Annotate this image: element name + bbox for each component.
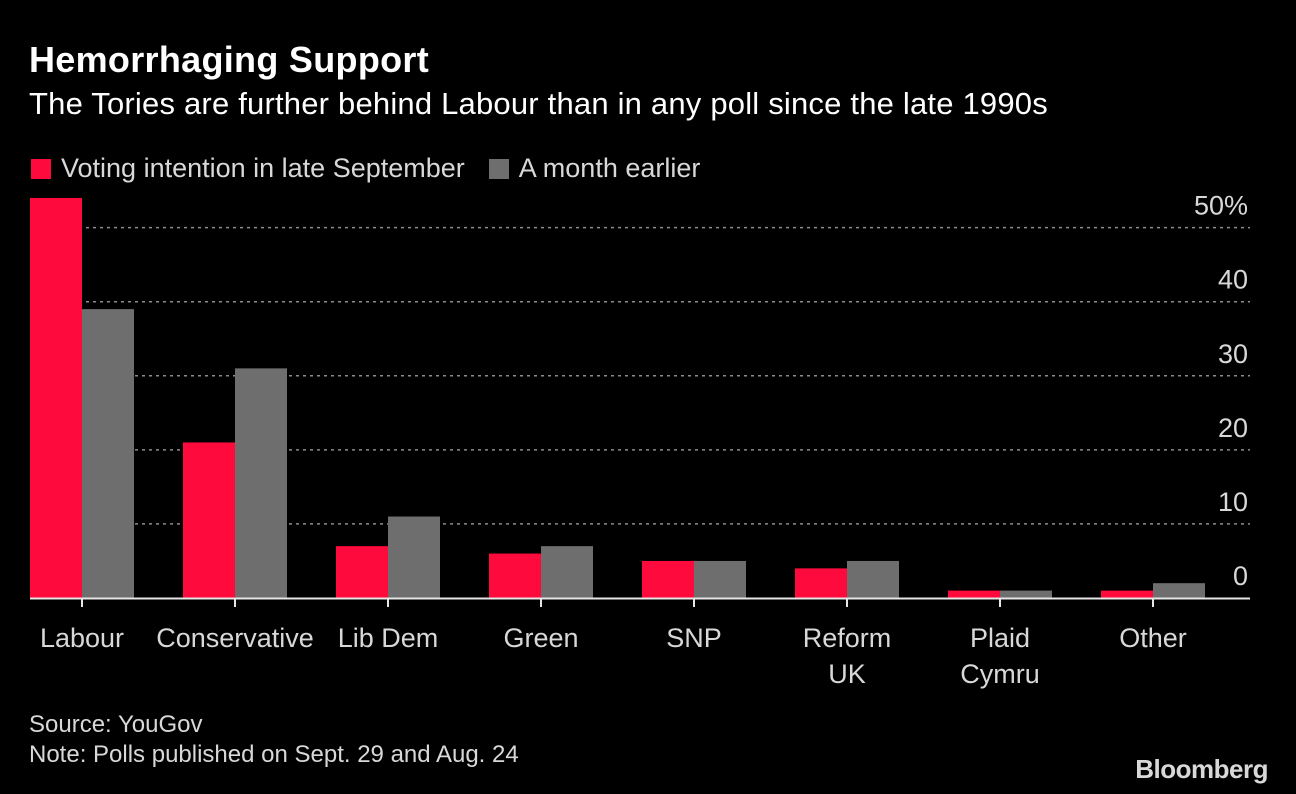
source-note: Source: YouGov [29, 711, 203, 738]
x-tick-label: Reform [803, 623, 892, 653]
bar-current [1101, 590, 1153, 598]
bar-current [30, 198, 82, 598]
legend-label-current: Voting intention in late September [61, 153, 465, 183]
legend-item-previous: A month earlier [488, 153, 701, 184]
legend-swatch-current [31, 158, 51, 179]
y-tick-label: 10 [1218, 487, 1248, 517]
bar-current [489, 553, 541, 598]
chart-title: Hemorrhaging Support [29, 39, 429, 80]
legend-item-current: Voting intention in late September [31, 153, 465, 184]
x-tick-label: Labour [40, 623, 124, 653]
bar-previous [1000, 590, 1052, 598]
bars [30, 198, 1205, 598]
y-tick-label: 30 [1218, 339, 1248, 369]
x-tick-label: Conservative [156, 623, 314, 653]
x-tick-label: Green [503, 623, 578, 653]
y-tick-label: 20 [1218, 413, 1248, 443]
bar-current [336, 546, 388, 598]
bar-current [642, 560, 694, 598]
legend-label-previous: A month earlier [518, 153, 701, 183]
x-axis [30, 597, 1250, 607]
footnote: Note: Polls published on Sept. 29 and Au… [29, 741, 519, 768]
bloomberg-logo: Bloomberg [1135, 754, 1268, 784]
bar-previous [541, 546, 593, 598]
bar-current [795, 568, 847, 598]
x-tick-label: Lib Dem [338, 623, 439, 653]
bar-previous [847, 560, 899, 598]
x-tick-label: Other [1119, 623, 1187, 653]
legend-swatch-previous [488, 158, 509, 179]
bar-previous [1153, 583, 1205, 598]
bar-current [948, 590, 1000, 598]
x-axis-labels: Labour Conservative Lib Dem Green SNP Reform U… [40, 623, 1187, 689]
chart-subtitle: The Tories are further behind Labour tha… [29, 86, 1048, 121]
y-tick-label: 0 [1233, 561, 1248, 591]
bar-previous [82, 309, 134, 598]
bar-previous [235, 368, 287, 598]
bar-previous [694, 560, 746, 598]
x-tick-label: Cymru [960, 659, 1040, 689]
x-tick-label: UK [828, 659, 866, 689]
bar-previous [388, 516, 440, 598]
bar-current [183, 442, 235, 598]
y-axis-labels: 0 10 20 30 40 50% [1194, 191, 1248, 591]
chart-legend: Voting intention in late September A mon… [31, 153, 724, 184]
y-tick-label: 50% [1194, 191, 1248, 221]
y-tick-label: 40 [1218, 265, 1248, 295]
x-tick-label: SNP [666, 623, 722, 653]
x-tick-label: Plaid [970, 623, 1030, 653]
